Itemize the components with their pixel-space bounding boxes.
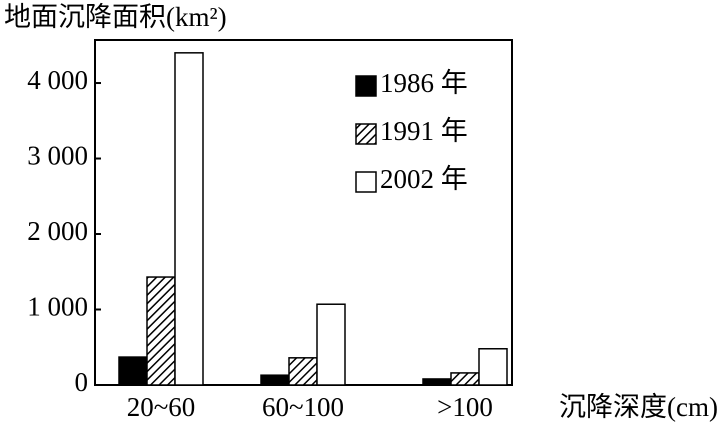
y-tick-label: 1 000 bbox=[27, 292, 88, 322]
bar bbox=[118, 356, 148, 386]
legend-swatch bbox=[355, 171, 377, 193]
x-tick-label: >100 bbox=[437, 392, 493, 422]
bar bbox=[316, 303, 346, 386]
bar bbox=[422, 378, 452, 386]
legend-label: 2002 年 bbox=[380, 164, 468, 194]
y-tick-label: 0 bbox=[75, 367, 89, 397]
x-tick-label: 60~100 bbox=[262, 392, 344, 422]
bar bbox=[478, 348, 508, 386]
bar bbox=[288, 357, 318, 386]
legend-swatch bbox=[355, 123, 377, 145]
x-tick-label: 20~60 bbox=[127, 392, 196, 422]
y-tick-label: 2 000 bbox=[27, 216, 88, 246]
x-axis-label: 沉降深度(cm) bbox=[559, 392, 718, 422]
legend-label: 1991 年 bbox=[380, 116, 468, 146]
bar bbox=[450, 372, 480, 386]
chart-title: 地面沉降面积(km²) bbox=[4, 2, 227, 32]
bar bbox=[146, 276, 176, 386]
legend-swatch bbox=[355, 75, 377, 97]
bar bbox=[174, 52, 204, 386]
bar bbox=[260, 374, 290, 386]
y-tick-label: 3 000 bbox=[27, 141, 88, 171]
legend-label: 1986 年 bbox=[380, 68, 468, 98]
y-tick-label: 4 000 bbox=[27, 65, 88, 95]
